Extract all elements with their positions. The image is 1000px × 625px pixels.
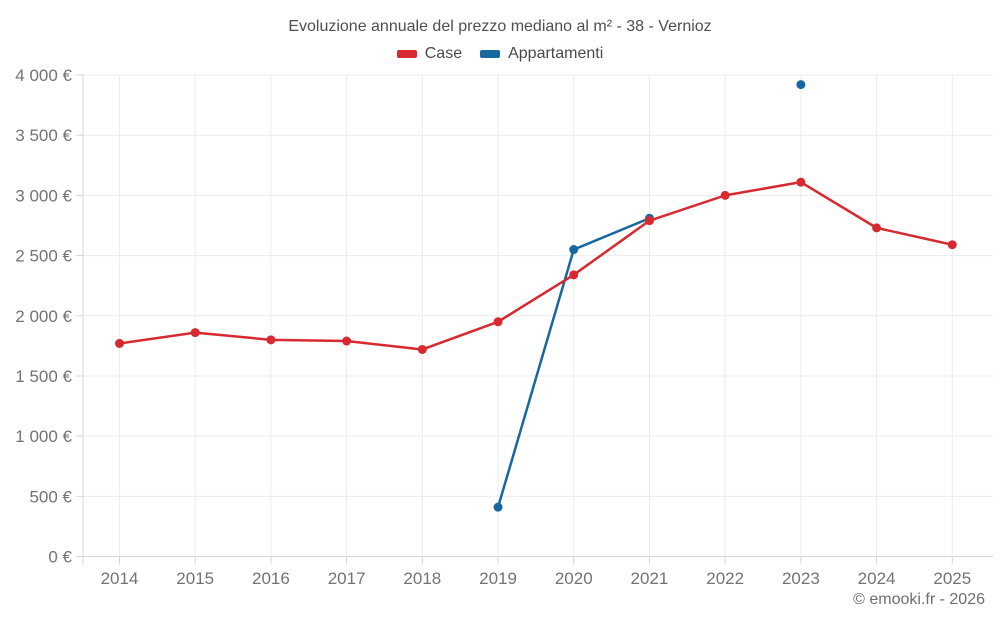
case-data-point[interactable]: [644, 216, 654, 226]
appartamenti-data-point[interactable]: [493, 502, 503, 512]
case-data-point[interactable]: [720, 190, 730, 200]
legend-label-appartamenti: Appartamenti: [508, 45, 604, 62]
case-data-point[interactable]: [190, 328, 200, 338]
y-axis-label: 0 €: [48, 548, 72, 567]
case-data-point[interactable]: [342, 336, 352, 346]
case-series-swatch: [396, 50, 417, 58]
y-axis-label: 1 000 €: [15, 427, 72, 446]
case-data-point[interactable]: [569, 270, 579, 280]
legend-label-case: Case: [424, 45, 463, 62]
case-data-point[interactable]: [872, 223, 882, 233]
x-axis-label: 2016: [252, 569, 290, 588]
appartamenti-series-swatch: [480, 50, 501, 58]
chart-title: Evoluzione annuale del prezzo mediano al…: [288, 18, 712, 35]
y-axis-label: 1 500 €: [15, 367, 72, 386]
y-axis-label: 3 000 €: [15, 186, 72, 205]
x-axis-label: 2017: [328, 569, 366, 588]
x-axis-label: 2014: [101, 569, 139, 588]
appartamenti-data-point[interactable]: [796, 80, 806, 90]
y-axis-label: 3 500 €: [15, 126, 72, 145]
legend-item-appartamenti[interactable]: Appartamenti: [480, 45, 603, 63]
x-axis-label: 2018: [403, 569, 441, 588]
x-axis-label: 2021: [631, 569, 669, 588]
x-axis-label: 2023: [782, 569, 820, 588]
case-data-point[interactable]: [493, 317, 503, 327]
x-axis-label: 2022: [706, 569, 744, 588]
legend: Case Appartamenti: [0, 45, 1000, 63]
case-data-point[interactable]: [115, 338, 124, 348]
y-axis-label: 2 000 €: [15, 307, 72, 326]
appartamenti-data-point[interactable]: [569, 245, 579, 255]
case-data-point[interactable]: [796, 177, 806, 187]
x-axis-label: 2025: [933, 569, 971, 588]
case-data-point[interactable]: [417, 344, 427, 354]
legend-item-case[interactable]: Case: [396, 45, 463, 63]
case-series-line: [118, 180, 954, 351]
case-data-point[interactable]: [266, 335, 276, 345]
case-data-point[interactable]: [947, 240, 957, 250]
y-axis-label: 500 €: [29, 487, 72, 506]
x-axis-label: 2024: [858, 569, 896, 588]
y-axis-label: 4 000 €: [15, 66, 72, 85]
footer-credit: © emooki.fr - 2026: [853, 591, 985, 608]
y-axis-label: 2 500 €: [15, 247, 72, 266]
x-axis-label: 2015: [176, 569, 214, 588]
x-axis-label: 2019: [479, 569, 517, 588]
x-axis-label: 2020: [555, 569, 593, 588]
